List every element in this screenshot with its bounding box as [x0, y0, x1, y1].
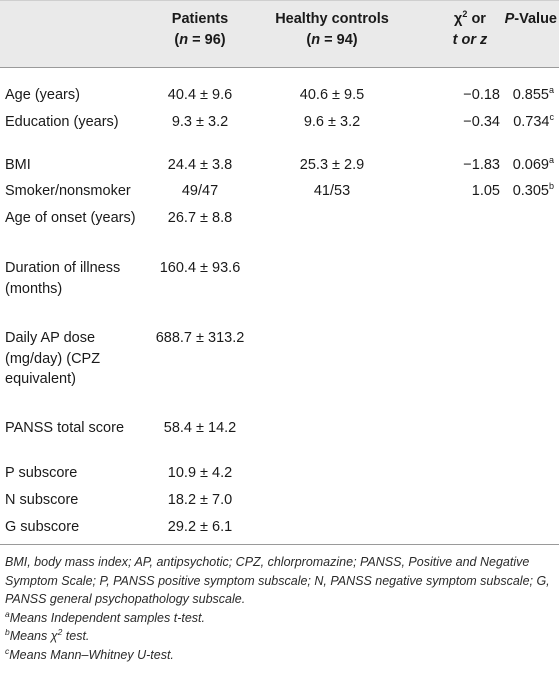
row-controls-value: 9.6 ± 3.2	[303, 114, 361, 130]
p-value-footnote-marker: b	[548, 181, 554, 191]
row-patients-value: 18.2 ± 7.0	[167, 492, 233, 508]
header-patients: Patients (n = 96)	[171, 11, 229, 48]
table-footnotes: BMI, body mass index; AP, antipsychotic;…	[5, 553, 555, 664]
footnote-c: cMeans Mann–Whitney U-test.	[5, 645, 174, 662]
row-label: G subscore	[5, 519, 80, 535]
row-label: Daily AP dose (mg/day) (CPZ equivalent)	[5, 330, 101, 387]
row-patients-value: 10.9 ± 4.2	[167, 465, 233, 481]
table-header: Patients (n = 96) Healthy controls (n = …	[0, 0, 559, 68]
p-value-footnote-marker: a	[548, 85, 554, 95]
row-patients-value: 9.3 ± 3.2	[171, 114, 229, 130]
p-value-footnote-marker: a	[548, 155, 554, 165]
header-p-value: P-Value	[504, 11, 557, 27]
row-patients-value: 688.7 ± 313.2	[155, 330, 245, 346]
row-test-statistic: −0.34	[463, 114, 500, 130]
row-label: PANSS total score	[5, 420, 125, 436]
row-patients-value: 24.4 ± 3.8	[167, 157, 233, 173]
row-controls-value: 25.3 ± 2.9	[299, 157, 365, 173]
row-p-value: 0.734c	[513, 112, 555, 131]
table-bottom-rule	[0, 544, 559, 545]
row-p-value: 0.305b	[512, 181, 554, 200]
row-label: N subscore	[5, 492, 79, 508]
row-controls-value: 41/53	[313, 183, 351, 199]
footnote-a: aMeans Independent samples t-test.	[5, 608, 205, 625]
row-test-statistic: 1.05	[471, 183, 500, 199]
row-patients-value: 40.4 ± 9.6	[167, 87, 233, 103]
row-patients-value: 160.4 ± 93.6	[159, 260, 241, 276]
row-label: BMI	[5, 157, 31, 173]
row-patients-value: 29.2 ± 6.1	[167, 519, 233, 535]
row-label: Duration of illness (months)	[5, 260, 121, 297]
row-p-value: 0.855a	[512, 85, 554, 104]
footnote-b: bMeans χ2 test.	[5, 627, 90, 643]
row-label: Education (years)	[5, 114, 119, 130]
row-patients-value: 58.4 ± 14.2	[163, 420, 237, 436]
p-value-footnote-marker: c	[549, 112, 555, 122]
row-label: Age (years)	[5, 87, 80, 103]
row-test-statistic: −0.18	[463, 87, 500, 103]
header-test-statistic: χ2 or t or z	[452, 9, 488, 49]
header-healthy-controls: Healthy controls (n = 94)	[275, 11, 389, 48]
row-patients-value: 26.7 ± 8.8	[167, 210, 233, 226]
row-label: Smoker/nonsmoker	[5, 183, 131, 199]
row-label: Age of onset (years)	[5, 210, 136, 226]
row-test-statistic: −1.83	[463, 157, 500, 173]
row-controls-value: 40.6 ± 9.5	[299, 87, 365, 103]
row-patients-value: 49/47	[181, 183, 219, 199]
row-p-value: 0.069a	[512, 155, 554, 174]
footnote-abbreviations: BMI, body mass index; AP, antipsychotic;…	[5, 555, 550, 606]
demographics-table: Patients (n = 96) Healthy controls (n = …	[0, 0, 559, 662]
row-label: P subscore	[5, 465, 78, 481]
